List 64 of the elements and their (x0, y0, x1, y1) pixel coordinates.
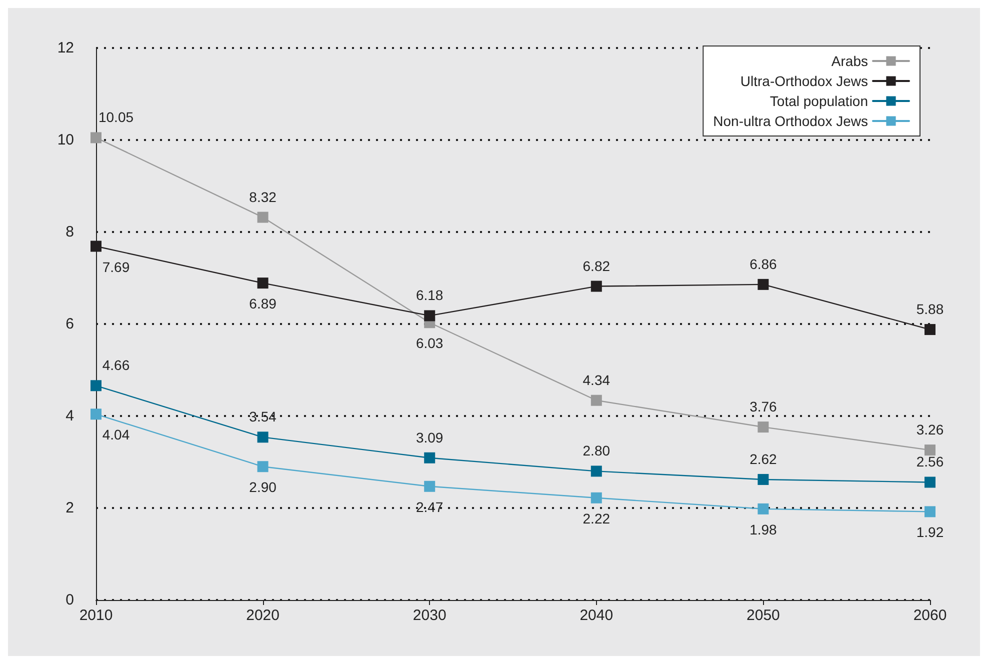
point (90, 380, 102, 392)
data-label: 6.86 (750, 256, 778, 272)
data-label: 3.76 (750, 398, 778, 415)
data-label: 3.54 (249, 408, 277, 425)
data-label: 8.32 (249, 188, 277, 205)
data-label: 2.22 (582, 510, 610, 526)
point (924, 476, 936, 488)
point (590, 492, 602, 504)
point (424, 452, 436, 464)
point (924, 324, 936, 336)
point (257, 461, 268, 472)
point (758, 422, 769, 433)
data-label: 6.03 (416, 335, 444, 352)
data-label: 1.92 (916, 524, 944, 540)
point (758, 474, 769, 485)
data-label: 2.90 (249, 479, 277, 496)
data-label: 2.47 (416, 498, 444, 515)
data-label: 10.05 (98, 109, 134, 126)
data-label: 4.34 (582, 372, 610, 388)
legend-label: Non-ultra Orthodox Jews (713, 113, 868, 129)
y-tick-label: 8 (66, 224, 74, 240)
x-tick-label: 2060 (913, 607, 947, 624)
x-tick-label: 2050 (746, 607, 780, 624)
legend-label: Ultra-Orthodox Jews (740, 73, 868, 89)
data-label: 4.66 (102, 357, 130, 374)
legend-label: Total population (770, 93, 868, 109)
data-label: 3.26 (916, 422, 944, 438)
point (257, 432, 268, 443)
point (90, 240, 102, 252)
data-label: 7.69 (102, 258, 130, 275)
data-label: 6.18 (416, 287, 444, 304)
data-label: 2.62 (750, 450, 778, 467)
y-tick-label: 4 (66, 408, 74, 424)
y-tick-label: 12 (57, 40, 74, 56)
data-label: 1.98 (750, 521, 778, 538)
point (257, 212, 268, 223)
point (424, 480, 436, 492)
point (257, 278, 268, 289)
point (424, 310, 436, 322)
data-label: 2.80 (582, 442, 610, 459)
data-label: 3.09 (416, 429, 444, 446)
y-tick-label: 0 (66, 592, 74, 608)
x-tick-label: 2040 (580, 607, 614, 624)
x-tick-label: 2030 (412, 607, 446, 624)
x-tick-label: 2020 (246, 607, 280, 624)
y-tick-label: 2 (66, 500, 74, 516)
point (758, 503, 769, 514)
point (924, 506, 936, 518)
data-label: 4.04 (102, 426, 130, 443)
data-label: 6.89 (249, 296, 277, 312)
data-label: 2.56 (916, 454, 944, 470)
y-tick-label: 10 (57, 132, 74, 148)
x-tick-label: 2010 (79, 607, 113, 624)
point (924, 444, 936, 456)
point (590, 280, 602, 292)
data-label: 5.88 (916, 301, 944, 318)
y-tick-label: 6 (66, 316, 74, 332)
point (90, 408, 102, 420)
point (758, 278, 769, 290)
point (90, 132, 102, 144)
point (590, 466, 602, 477)
legend-label: Arabs (831, 53, 868, 69)
data-label: 6.82 (582, 258, 610, 274)
point (590, 394, 602, 406)
